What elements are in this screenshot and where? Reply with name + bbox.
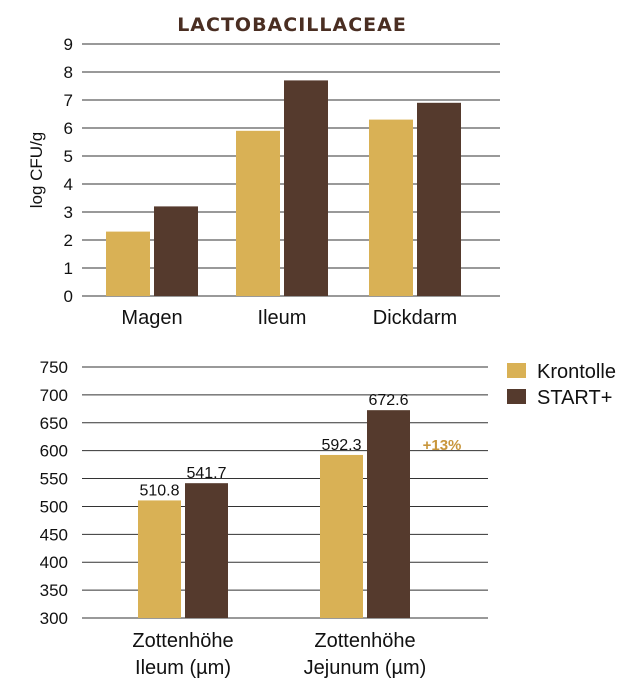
- x-tick-label: Dickdarm: [373, 307, 457, 329]
- y-tick-label: 300: [40, 609, 68, 628]
- data-label: 592.3: [321, 437, 361, 454]
- y-tick-label: 4: [64, 175, 73, 194]
- y-tick-label: 9: [64, 35, 73, 54]
- legend-swatch-start-plus: [507, 389, 526, 404]
- bar-krontolle: [138, 500, 181, 618]
- y-tick-label: 2: [64, 231, 73, 250]
- data-label: 510.8: [139, 482, 179, 499]
- x-tick-label: Zottenhöhe: [132, 630, 233, 652]
- x-tick-label: Magen: [121, 307, 182, 329]
- chart-lactobacillaceae: LACTOBACILLACEAE log CFU/g 0 1 2 3 4 5 6 7 8 9 Magen…: [27, 14, 500, 329]
- data-label: 672.6: [368, 392, 408, 409]
- bar-start: [417, 102, 461, 296]
- y-tick-label: 0: [64, 287, 73, 306]
- x-tick-label: Ileum (µm): [135, 657, 231, 679]
- bar-krontolle: [236, 130, 280, 296]
- y-tick-label: 400: [40, 553, 68, 572]
- legend-label-krontolle: Krontolle: [537, 361, 616, 383]
- chart-zottenhoehe: 300 350 400 450 500 550 600 650 700 750 510.8 541.7…: [40, 358, 488, 679]
- bar-start: [284, 80, 328, 297]
- y-tick-label: 500: [40, 497, 68, 516]
- bar-krontolle: [369, 119, 413, 296]
- y-tick-label: 3: [64, 203, 73, 222]
- chart-title: LACTOBACILLACEAE: [177, 14, 407, 36]
- y-tick-label: 550: [40, 470, 68, 489]
- bar-krontolle: [320, 454, 363, 618]
- bar-krontolle: [106, 231, 150, 296]
- y-tick-label: 8: [64, 63, 73, 82]
- legend-swatch-krontolle: [507, 363, 526, 378]
- y-tick-label: 700: [40, 386, 68, 405]
- y-tick-label: 350: [40, 581, 68, 600]
- legend: Krontolle START+: [507, 361, 616, 409]
- y-tick-label: 600: [40, 442, 68, 461]
- x-tick-label: Jejunum (µm): [304, 657, 427, 679]
- y-tick-label: 750: [40, 358, 68, 377]
- y-axis-label: log CFU/g: [27, 132, 46, 209]
- legend-label-start-plus: START+: [537, 387, 612, 409]
- y-tick-label: 1: [64, 259, 73, 278]
- x-tick-label: Ileum: [258, 307, 307, 329]
- y-tick-label: 5: [64, 147, 73, 166]
- x-tick-label: Zottenhöhe: [314, 630, 415, 652]
- annotation-increase: +13%: [423, 437, 462, 454]
- y-tick-label: 650: [40, 414, 68, 433]
- bar-start: [154, 206, 198, 296]
- data-label: 541.7: [186, 465, 226, 482]
- y-tick-label: 6: [64, 119, 73, 138]
- y-tick-label: 450: [40, 525, 68, 544]
- y-tick-label: 7: [64, 91, 73, 110]
- bar-start: [367, 410, 410, 618]
- bar-start: [185, 483, 228, 618]
